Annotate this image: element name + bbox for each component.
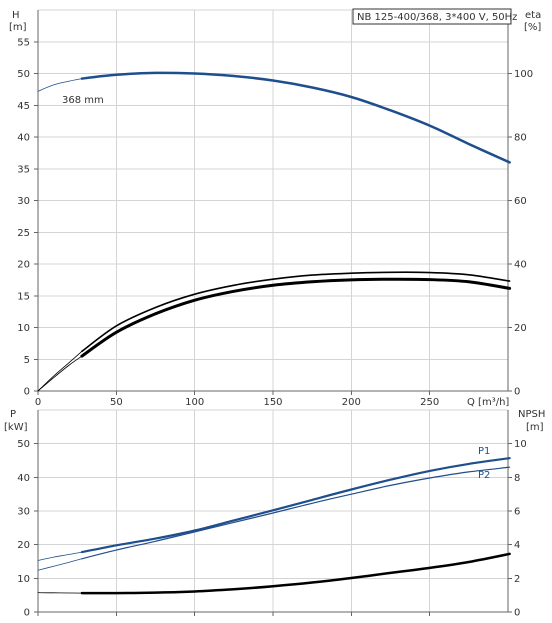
x-tick-label: 150 (263, 397, 282, 408)
series-line-p0-4 (37, 355, 83, 392)
y-left-tick-label: 45 (17, 101, 30, 112)
top-y-left-label: H (12, 10, 20, 21)
y-left-tick-label: 5 (24, 355, 30, 366)
y-right-tick-label: 100 (514, 69, 533, 80)
axes-layer (34, 10, 512, 616)
y-left-tick-label: 40 (17, 473, 30, 484)
bottom-y-left-unit: [kW] (4, 422, 28, 433)
series-line-p1-1 (81, 466, 511, 560)
top-y-right-unit: [%] (524, 22, 541, 33)
y-left-tick-label: 0 (24, 608, 30, 619)
y-left-tick-label: 30 (17, 507, 30, 518)
y-right-tick-label: 2 (514, 574, 520, 585)
y-left-tick-label: 30 (17, 196, 30, 207)
bottom-y-left-label: P (10, 409, 16, 420)
series-line-p1-4 (80, 552, 511, 595)
y-right-tick-label: 0 (514, 608, 520, 619)
y-left-tick-label: 20 (17, 540, 30, 551)
chart-title: NB 125-400/368, 3*400 V, 50Hz (357, 12, 517, 23)
series-line-p1-5 (37, 592, 83, 594)
x-tick-label: 50 (110, 397, 123, 408)
y-left-tick-label: 35 (17, 164, 30, 175)
series-line-p1-0 (80, 457, 511, 554)
series-line-p1-3 (37, 558, 83, 571)
y-left-tick-label: 15 (17, 291, 30, 302)
y-left-tick-label: 10 (17, 323, 30, 334)
y-right-tick-label: 40 (514, 260, 527, 271)
y-left-tick-label: 50 (17, 69, 30, 80)
y-right-tick-label: 60 (514, 196, 527, 207)
y-right-tick-label: 80 (514, 133, 527, 144)
y-right-tick-label: 20 (514, 323, 527, 334)
y-right-tick-label: 10 (514, 439, 527, 450)
y-right-tick-label: 6 (514, 507, 520, 518)
series-line-p0-5 (37, 350, 83, 392)
label-series-p1: P1 (478, 446, 490, 457)
y-left-tick-label: 55 (17, 37, 30, 48)
bottom-y-right-label: NPSH (518, 409, 545, 420)
series-line-p0-3 (80, 277, 512, 358)
y-right-tick-label: 4 (514, 540, 520, 551)
series-line-p0-1 (37, 78, 83, 92)
x-tick-label: 0 (35, 397, 41, 408)
top-y-left-unit: [m] (9, 22, 27, 33)
series-line-p0-2 (81, 271, 511, 353)
x-tick-label: 100 (185, 397, 204, 408)
bottom-y-right-unit: [m] (526, 422, 544, 433)
y-left-tick-label: 10 (17, 574, 30, 585)
y-right-tick-label: 0 (514, 387, 520, 398)
y-left-tick-label: 25 (17, 228, 30, 239)
series-line-p0-0 (80, 71, 511, 164)
x-tick-label: 200 (342, 397, 361, 408)
label-series-368mm: 368 mm (62, 95, 104, 106)
y-left-tick-label: 50 (17, 439, 30, 450)
y-left-tick-label: 20 (17, 260, 30, 271)
title-box: NB 125-400/368, 3*400 V, 50Hz (352, 8, 517, 25)
y-right-tick-label: 8 (514, 473, 520, 484)
label-series-p2: P2 (478, 470, 490, 481)
series-layer (37, 71, 512, 595)
grid-layer (38, 9, 509, 612)
top-y-right-label: eta (525, 10, 541, 21)
y-left-tick-label: 40 (17, 133, 30, 144)
series-line-p1-2 (37, 551, 83, 561)
x-tick-label: 250 (420, 397, 439, 408)
y-left-tick-label: 0 (24, 387, 30, 398)
top-x-axis-label: Q [m³/h] (467, 397, 509, 408)
